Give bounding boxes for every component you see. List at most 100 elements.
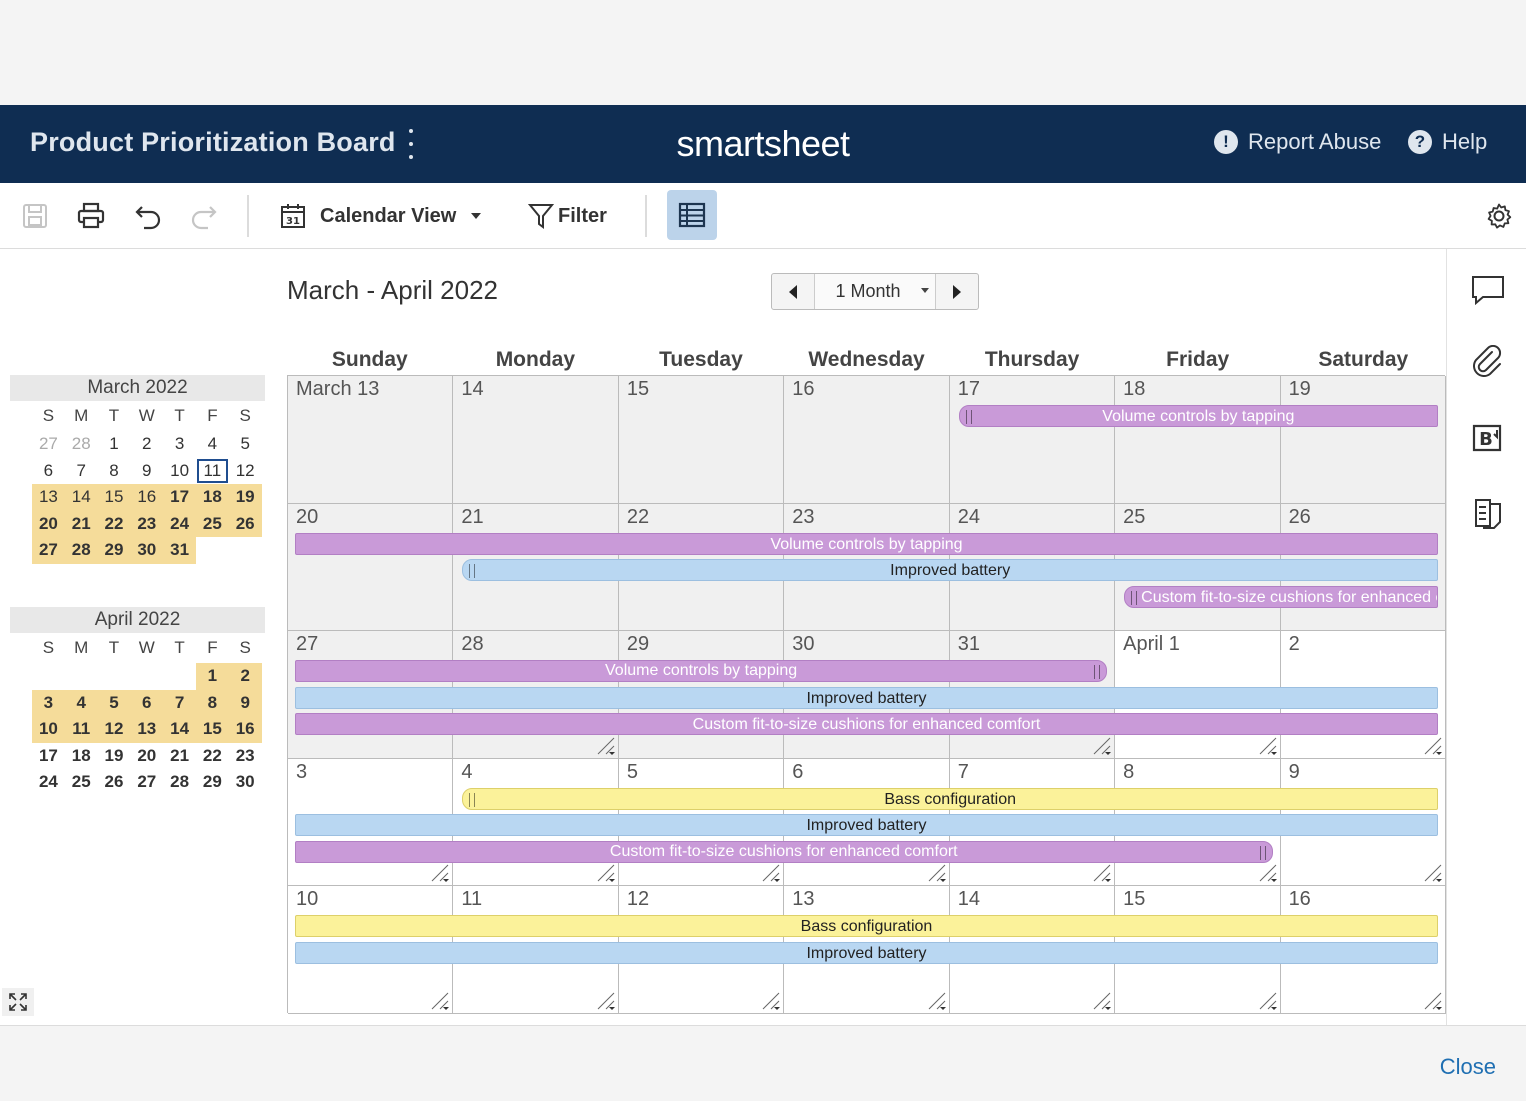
- resize-handle-start[interactable]: [965, 410, 972, 424]
- mini-day[interactable]: 4: [64, 689, 98, 716]
- mini-day[interactable]: 19: [104, 745, 124, 765]
- cell-expand-icon[interactable]: [1423, 863, 1443, 883]
- mini-day[interactable]: 11: [64, 716, 98, 743]
- day-cell[interactable]: 17: [949, 376, 1116, 504]
- event-bar[interactable]: Custom fit-to-size cushions for enhanced…: [295, 840, 1273, 863]
- grid-view-button[interactable]: [667, 190, 717, 240]
- mini-day[interactable]: 7: [163, 689, 196, 716]
- period-select[interactable]: 1 Month: [813, 274, 937, 309]
- mini-day[interactable]: 3: [32, 689, 65, 716]
- mini-day[interactable]: 7: [76, 460, 86, 480]
- mini-day[interactable]: 23: [235, 745, 255, 765]
- mini-day[interactable]: 1: [195, 663, 229, 690]
- mini-day[interactable]: 24: [163, 510, 196, 537]
- cell-expand-icon[interactable]: [430, 991, 450, 1011]
- mini-day[interactable]: 21: [170, 745, 190, 765]
- event-bar[interactable]: Bass configuration: [462, 787, 1438, 810]
- save-button[interactable]: [17, 183, 53, 249]
- mini-day[interactable]: 10: [32, 716, 65, 743]
- mini-day[interactable]: 22: [97, 510, 131, 537]
- mini-day[interactable]: 22: [202, 745, 222, 765]
- cell-expand-icon[interactable]: [596, 736, 616, 756]
- resize-handle-start[interactable]: [469, 792, 476, 807]
- event-bar[interactable]: Custom fit-to-size cushions for enhanced…: [1124, 585, 1438, 608]
- mini-day[interactable]: 8: [109, 460, 119, 480]
- mini-day[interactable]: 10: [170, 460, 190, 480]
- mini-day[interactable]: 15: [97, 484, 131, 511]
- mini-day[interactable]: 27: [137, 772, 157, 791]
- day-cell[interactable]: 19: [1280, 376, 1446, 504]
- event-bar[interactable]: Volume controls by tapping: [295, 532, 1438, 555]
- day-cell[interactable]: 15: [618, 376, 785, 504]
- mini-day[interactable]: 17: [163, 484, 196, 511]
- resize-handle-start[interactable]: [1131, 590, 1138, 605]
- mini-day[interactable]: 13: [130, 716, 164, 743]
- mini-day[interactable]: 26: [104, 772, 124, 791]
- comments-button[interactable]: [1471, 273, 1505, 307]
- cell-expand-icon[interactable]: [596, 863, 616, 883]
- mini-day[interactable]: 20: [32, 510, 65, 537]
- mini-day[interactable]: 29: [202, 772, 222, 791]
- mini-day[interactable]: 15: [195, 716, 229, 743]
- mini-day[interactable]: 6: [43, 460, 54, 480]
- cell-expand-icon[interactable]: [1092, 863, 1112, 883]
- event-bar[interactable]: Improved battery: [295, 686, 1438, 709]
- day-cell[interactable]: March 13: [288, 376, 454, 504]
- help-link[interactable]: ? Help: [1408, 129, 1487, 155]
- mini-day[interactable]: 14: [64, 484, 98, 511]
- view-selector[interactable]: 31 Calendar View: [280, 183, 500, 249]
- mini-day[interactable]: 5: [240, 434, 250, 453]
- event-bar[interactable]: Improved battery: [295, 814, 1438, 837]
- cell-expand-icon[interactable]: [596, 991, 616, 1011]
- mini-day[interactable]: 12: [235, 460, 255, 480]
- activity-log-button[interactable]: [1471, 497, 1505, 531]
- day-cell[interactable]: 14: [453, 376, 619, 504]
- cell-expand-icon[interactable]: [1423, 991, 1443, 1011]
- attachments-button[interactable]: [1471, 345, 1505, 379]
- mini-day[interactable]: 28: [71, 434, 91, 453]
- mini-day[interactable]: 12: [97, 716, 131, 743]
- prev-button[interactable]: [772, 274, 814, 309]
- mini-day[interactable]: 4: [207, 434, 218, 453]
- resize-handle-end[interactable]: [1094, 665, 1101, 680]
- mini-day[interactable]: 17: [38, 745, 58, 765]
- mini-day[interactable]: 3: [174, 434, 185, 453]
- mini-day[interactable]: 14: [163, 716, 196, 743]
- mini-day[interactable]: 28: [64, 537, 98, 564]
- cell-expand-icon[interactable]: [927, 863, 947, 883]
- brandfolder-button[interactable]: B: [1471, 421, 1505, 455]
- next-button[interactable]: [936, 274, 978, 309]
- event-bar[interactable]: Volume controls by tapping: [295, 660, 1108, 683]
- mini-day[interactable]: 25: [71, 772, 91, 791]
- event-bar[interactable]: Volume controls by tapping: [958, 405, 1438, 427]
- day-cell[interactable]: 2: [1280, 631, 1446, 759]
- mini-day[interactable]: 29: [97, 537, 131, 564]
- cell-expand-icon[interactable]: [1092, 736, 1112, 756]
- filter-button[interactable]: Filter: [528, 183, 618, 249]
- close-button[interactable]: Close: [1439, 1054, 1496, 1079]
- mini-day[interactable]: 23: [130, 510, 164, 537]
- print-button[interactable]: [73, 183, 109, 249]
- mini-day[interactable]: 30: [235, 772, 255, 791]
- mini-day[interactable]: 16: [228, 716, 262, 743]
- cell-expand-icon[interactable]: [1423, 736, 1443, 756]
- event-bar[interactable]: Improved battery: [295, 941, 1438, 964]
- cell-expand-icon[interactable]: [1258, 736, 1278, 756]
- mini-day[interactable]: 20: [137, 745, 157, 765]
- cell-expand-icon[interactable]: [1092, 991, 1112, 1011]
- mini-day[interactable]: 27: [32, 537, 65, 564]
- mini-day[interactable]: 6: [130, 689, 164, 716]
- cell-expand-icon[interactable]: [1258, 863, 1278, 883]
- mini-day[interactable]: 25: [195, 510, 229, 537]
- mini-day[interactable]: 1: [109, 434, 119, 453]
- settings-button[interactable]: [1482, 183, 1516, 249]
- cell-expand-icon[interactable]: [927, 991, 947, 1011]
- mini-day[interactable]: 27: [38, 434, 58, 453]
- event-bar[interactable]: Improved battery: [462, 559, 1438, 582]
- event-bar[interactable]: Custom fit-to-size cushions for enhanced…: [295, 713, 1438, 736]
- mini-day[interactable]: 30: [130, 537, 164, 564]
- report-abuse-link[interactable]: ! Report Abuse: [1214, 129, 1381, 155]
- kebab-menu-icon[interactable]: [404, 129, 418, 159]
- cell-expand-icon[interactable]: [430, 863, 450, 883]
- event-bar[interactable]: Bass configuration: [295, 915, 1438, 938]
